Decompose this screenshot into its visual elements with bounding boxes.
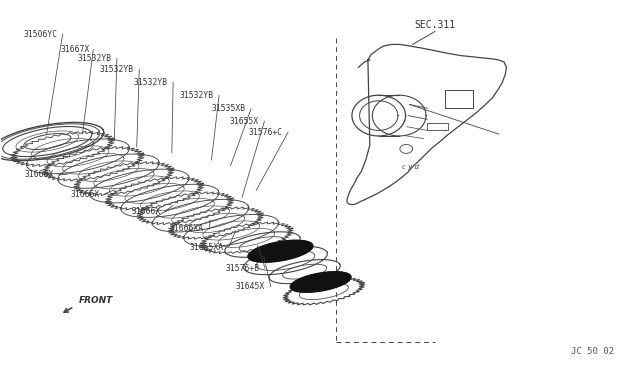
Text: 31535XB: 31535XB [211,105,246,113]
Text: 31576+C: 31576+C [248,128,283,137]
Text: 31532YB: 31532YB [179,91,214,100]
Text: 31666X: 31666X [25,170,54,179]
Text: 31506YC: 31506YC [23,29,57,39]
Text: 31655XA: 31655XA [189,243,223,251]
Text: JC 50 02: JC 50 02 [571,347,614,356]
Text: 31655X: 31655X [229,117,259,126]
Text: 31667X: 31667X [60,45,90,54]
Text: 31532YB: 31532YB [100,65,134,74]
Text: SEC.311: SEC.311 [414,20,456,30]
Polygon shape [248,240,313,262]
Text: 31532YB: 31532YB [77,54,111,62]
Text: 31666XA: 31666XA [170,224,204,233]
Polygon shape [291,272,351,292]
Text: 31576+B: 31576+B [225,264,260,273]
Text: 31666X: 31666X [71,190,100,199]
Text: 31532YB: 31532YB [134,78,168,87]
Text: 31645X: 31645X [236,282,265,291]
Text: 31666X: 31666X [132,207,161,216]
Text: FRONT: FRONT [79,296,113,305]
Text: c y d: c y d [402,164,419,170]
